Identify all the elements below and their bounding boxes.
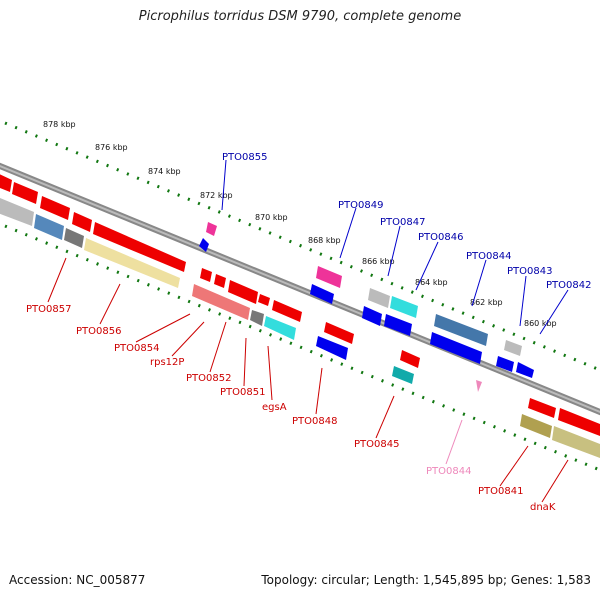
gene-label: PTO0845 [354, 439, 399, 450]
gene-arrow [264, 316, 296, 340]
gene-labels-top: PTO0855 PTO0849 PTO0847 PTO0846 PTO0844 … [222, 152, 591, 291]
gene-label: PTO0854 [114, 343, 159, 354]
gene-arrow [0, 198, 34, 226]
gene-label: PTO0851 [220, 387, 265, 398]
gene-arrow [0, 174, 12, 192]
gene-arrow [40, 196, 70, 220]
gene-arrow [200, 268, 212, 282]
gene-arrow [504, 340, 522, 356]
gene-label: rps12P [150, 357, 184, 368]
gene-arrow [64, 228, 84, 248]
topology-label: Topology: circular; Length: 1,545,895 bp… [261, 573, 591, 587]
gene-label: PTO0857 [26, 304, 71, 315]
gene-arrow [558, 408, 600, 436]
gene-arrow [520, 414, 552, 438]
gene-label: dnaK [530, 502, 556, 513]
scale-label: 860 kbp [524, 319, 557, 328]
gene-arrow [199, 238, 209, 252]
gene-label: PTO0855 [222, 152, 267, 163]
gene-labels-bottom: PTO0857 PTO0856 PTO0854 rps12P PTO0852 P… [26, 304, 556, 513]
gene-arrow [93, 222, 186, 272]
gene-arrow [368, 288, 390, 308]
gene-arrow [258, 294, 270, 306]
scale-label: 868 kbp [308, 236, 341, 245]
gene-arrow [272, 300, 302, 322]
gene-label: PTO0848 [292, 416, 337, 427]
gene-label: egsA [262, 402, 287, 413]
gene-arrow [12, 182, 38, 204]
leader-lines [47, 159, 569, 503]
gene-label: PTO0846 [418, 232, 463, 243]
scale-label: 866 kbp [362, 257, 395, 266]
scale-label: 864 kbp [415, 278, 448, 287]
gene-arrow [72, 212, 92, 232]
scale-label: 872 kbp [200, 191, 233, 200]
scale-label: 874 kbp [148, 167, 181, 176]
scale-label: 862 kbp [470, 298, 503, 307]
gene-label: PTO0844 [466, 251, 511, 262]
gene-label: PTO0849 [338, 200, 383, 211]
gene-arrow [228, 280, 258, 304]
gene-label: PTO0847 [380, 217, 425, 228]
gene-arrow [400, 350, 420, 368]
gene-label: PTO0842 [546, 280, 591, 291]
gene-arrow [434, 314, 488, 346]
gene-arrow [214, 274, 226, 288]
gene-label: PTO0852 [186, 373, 231, 384]
gene-arrow [316, 336, 348, 360]
gene-blocks [0, 174, 600, 458]
gene-arrow [516, 362, 534, 378]
gene-arrow [528, 398, 556, 418]
scale-label: 878 kbp [43, 120, 76, 129]
gene-arrow [250, 310, 264, 326]
gene-arrow [430, 332, 482, 364]
gene-arrow [206, 222, 217, 236]
gene-arrow [362, 306, 382, 326]
gene-arrow [384, 314, 412, 336]
gene-arrow [316, 266, 342, 288]
gene-arrow [310, 284, 334, 304]
scale-label: 876 kbp [95, 143, 128, 152]
map-title: Picrophilus torridus DSM 9790, complete … [138, 9, 462, 24]
genome-backbone-inner [0, 164, 600, 414]
gene-arrow [34, 214, 64, 240]
gene-arrow [392, 366, 414, 384]
gene-arrow [192, 284, 250, 320]
gene-label: PTO0841 [478, 486, 523, 497]
gene-arrow [84, 238, 180, 288]
scale-label: 870 kbp [255, 213, 288, 222]
gene-label: PTO0856 [76, 326, 121, 337]
gene-arrow [552, 426, 600, 458]
gene-arrow [390, 296, 418, 318]
gene-arrow [496, 356, 514, 372]
gene-arrow [324, 322, 354, 344]
gene-label: PTO0844 [426, 466, 471, 477]
accession-label: Accession: NC_005877 [9, 573, 146, 587]
gene-label: PTO0843 [507, 266, 552, 277]
scale-labels: 878 kbp 876 kbp 874 kbp 872 kbp 870 kbp 868 k… [43, 120, 557, 328]
gene-arrow [476, 380, 482, 392]
